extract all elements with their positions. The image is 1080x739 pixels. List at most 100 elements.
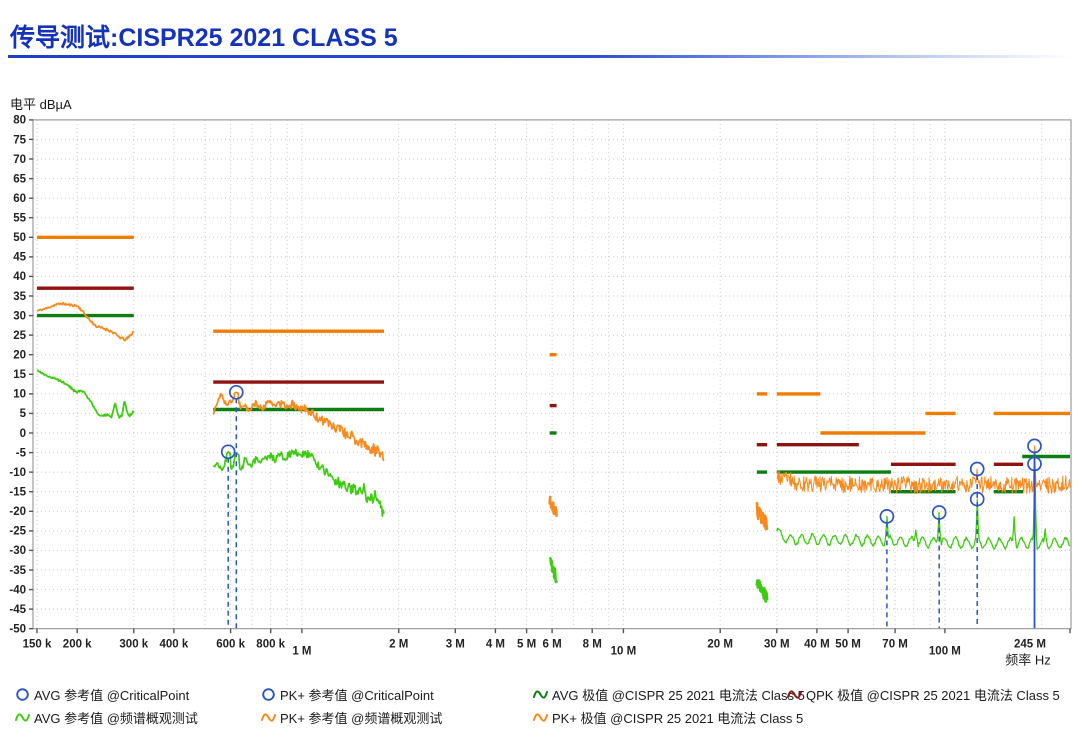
trace-segment-avg_overview [36, 369, 135, 419]
trace-segment-pk_overview [548, 495, 558, 517]
y-tick-label: -45 [9, 604, 26, 616]
critical-point-marker[interactable] [1027, 438, 1042, 454]
y-tick-label: -50 [9, 624, 26, 636]
critical-point-marker[interactable] [220, 444, 236, 460]
y-tick-label: -40 [9, 584, 26, 596]
x-tick-label: 70 M [882, 639, 908, 651]
limit-qpk [37, 286, 1023, 466]
page-title: 传导测试:CISPR25 2021 CLASS 5 [10, 24, 398, 52]
y-tick-label: 75 [13, 134, 26, 146]
x-tick-label: 400 k [160, 639, 189, 651]
x-tick-label: 3 M [446, 639, 465, 651]
circle-marker-icon [262, 687, 275, 701]
x-tick-label: 2 M [389, 639, 408, 651]
critical-points [220, 384, 1042, 629]
legend-item: PK+ 参考值 @CriticalPoint [261, 684, 434, 704]
title-underline [8, 55, 1072, 58]
critical-point-marker[interactable] [228, 384, 244, 400]
x-tick-label: 150 k [23, 639, 52, 651]
y-tick-label: 70 [13, 154, 26, 166]
legend-label: PK+ 极值 @CISPR 25 2021 电流法 Class 5 [552, 710, 804, 726]
trace-segment-pk_overview [212, 391, 385, 462]
x-tick-label: 40 M [804, 639, 830, 651]
y-tick-label: 65 [13, 173, 26, 185]
trace-segment-avg_overview [212, 448, 385, 518]
y-tick-label: 5 [20, 408, 27, 420]
x-axis-unit-label: 频率 Hz [1005, 653, 1051, 668]
y-tick-label: -15 [9, 487, 26, 499]
trace-segment-avg_overview [755, 579, 769, 603]
x-tick-label: 1 M [292, 646, 311, 658]
x-tick-label: 800 k [256, 639, 285, 651]
y-tick-label: -10 [9, 467, 26, 479]
y-tick-label: 0 [20, 428, 26, 440]
trace-segment-pk_overview [755, 501, 769, 531]
x-tick-label: 600 k [216, 639, 245, 651]
wave-icon [15, 712, 30, 722]
x-tick-label: 245 M [1014, 639, 1046, 651]
critical-point-marker[interactable] [1027, 456, 1042, 472]
limit-pk_plus [37, 235, 1070, 435]
x-tick-label: 4 M [486, 639, 505, 651]
wave-icon [533, 689, 548, 699]
legend-label: PK+ 参考值 @CriticalPoint [280, 687, 434, 703]
y-tick-label: -5 [16, 447, 27, 459]
y-tick-label: 15 [13, 369, 26, 381]
y-tick-label: 40 [13, 271, 26, 283]
legend-item: AVG 参考值 @频谱概观测试 [15, 707, 198, 727]
legend-item: QPK 极值 @CISPR 25 2021 电流法 Class 5 [787, 684, 1060, 704]
critical-point-marker[interactable] [969, 461, 985, 477]
emission-chart: -50-45-40-35-30-25-20-15-10-505101520253… [9, 115, 1072, 668]
circle-marker-icon [16, 687, 29, 701]
y-axis-unit-label: 电平 dBµA [10, 97, 72, 112]
critical-point-marker[interactable] [969, 491, 985, 507]
legend-label: QPK 极值 @CISPR 25 2021 电流法 Class 5 [806, 687, 1060, 703]
x-tick-label: 30 M [764, 639, 790, 651]
y-tick-label: 55 [13, 213, 26, 225]
y-tick-label: -35 [9, 565, 26, 577]
trace-segment-pk_overview [776, 445, 1071, 495]
trace-segment-pk_overview [36, 301, 135, 342]
trace-segment-avg_overview [776, 463, 1071, 550]
critical-point-marker[interactable] [931, 505, 947, 520]
x-tick-label: 50 M [835, 639, 861, 651]
x-tick-label: 20 M [707, 639, 733, 651]
legend-label: PK+ 参考值 @频谱概观测试 [280, 710, 443, 726]
x-tick-label: 8 M [583, 639, 602, 651]
y-tick-label: 45 [13, 252, 26, 264]
critical-point-marker[interactable] [879, 509, 895, 524]
y-tick-label: 35 [13, 291, 26, 303]
wave-icon [533, 712, 548, 722]
y-tick-label: 25 [13, 330, 26, 342]
legend-item: AVG 参考值 @CriticalPoint [15, 684, 189, 704]
axis-ticks-labels: -50-45-40-35-30-25-20-15-10-505101520253… [9, 115, 1071, 668]
trace-avg_overview [36, 369, 1071, 603]
x-tick-label: 300 k [119, 639, 148, 651]
y-tick-label: 20 [13, 350, 26, 362]
y-tick-label: 80 [13, 115, 26, 127]
legend-item: AVG 极值 @CISPR 25 2021 电流法 Class 5 [533, 684, 805, 704]
trace-segment-avg_overview [548, 556, 558, 584]
legend-label: AVG 参考值 @CriticalPoint [34, 687, 190, 703]
x-tick-label: 10 M [611, 646, 637, 658]
legend-item: PK+ 极值 @CISPR 25 2021 电流法 Class 5 [533, 707, 803, 727]
x-tick-label: 100 M [929, 646, 961, 658]
grid-lines [33, 119, 1071, 629]
trace-pk_overview [36, 301, 1071, 531]
x-tick-label: 5 M [517, 639, 536, 651]
x-tick-label: 6 M [543, 639, 562, 651]
legend-item: PK+ 参考值 @频谱概观测试 [261, 707, 442, 727]
legend-label: AVG 参考值 @频谱概观测试 [34, 710, 198, 726]
x-tick-label: 200 k [63, 639, 92, 651]
y-tick-label: 30 [13, 310, 26, 322]
y-tick-label: 60 [13, 193, 26, 205]
y-tick-label: -20 [9, 506, 26, 518]
wave-icon [787, 689, 802, 699]
y-tick-label: -25 [9, 526, 26, 538]
y-tick-label: 10 [13, 389, 26, 401]
wave-icon [261, 712, 276, 722]
legend-label: AVG 极值 @CISPR 25 2021 电流法 Class 5 [552, 687, 805, 703]
y-tick-label: -30 [9, 545, 26, 557]
y-tick-label: 50 [13, 232, 26, 244]
